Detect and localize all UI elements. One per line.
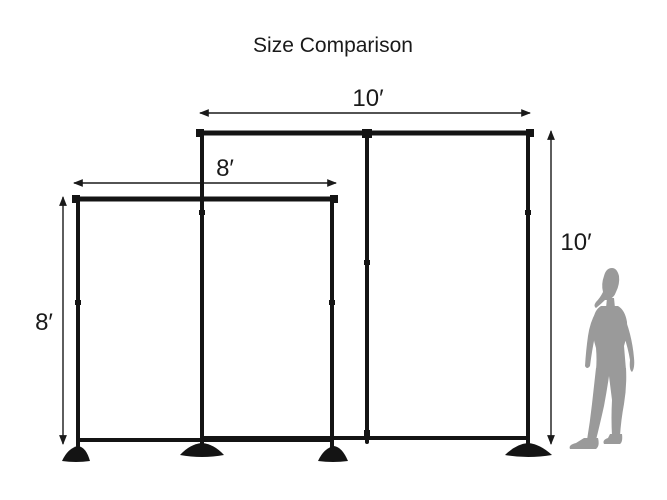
small-frame-feet	[62, 446, 348, 462]
small-height-dimension: 8′	[35, 196, 67, 445]
large-banner-frame	[196, 129, 534, 448]
large-height-label: 10′	[560, 229, 592, 256]
large-frame-feet	[180, 443, 552, 457]
small-width-dimension: 8′	[73, 155, 337, 187]
small-width-label: 8′	[216, 155, 234, 182]
diagram-title: Size Comparison	[253, 34, 413, 57]
large-height-dimension: 10′	[547, 130, 592, 445]
large-width-label: 10′	[352, 85, 384, 112]
small-height-label: 8′	[35, 309, 53, 336]
large-width-dimension: 10′	[199, 85, 531, 117]
person-silhouette-icon	[569, 268, 635, 449]
small-banner-frame	[72, 195, 338, 450]
